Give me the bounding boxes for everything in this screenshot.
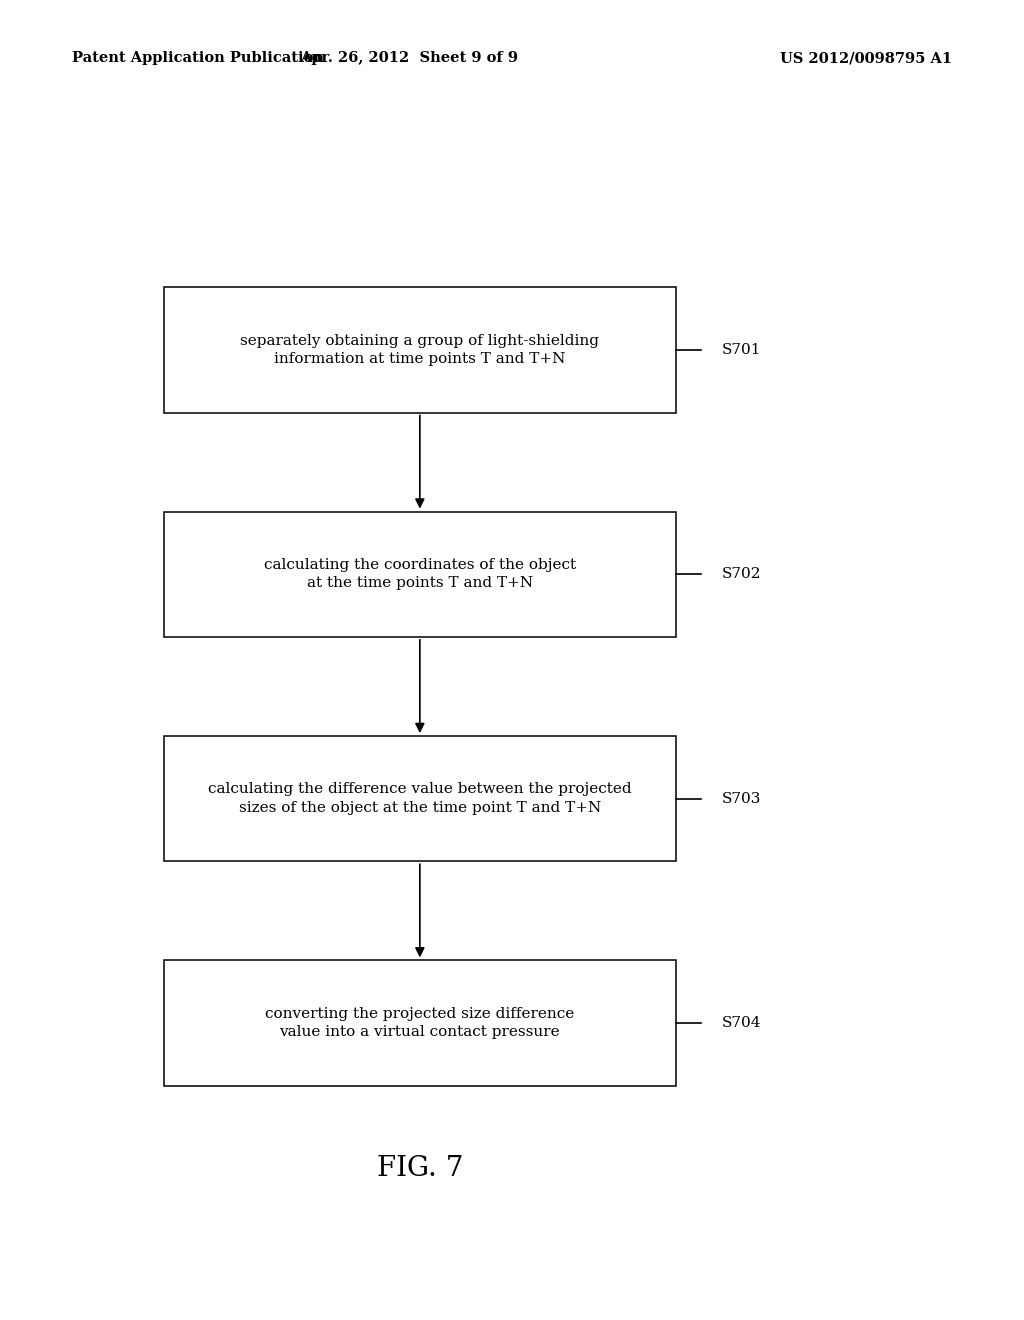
Text: separately obtaining a group of light-shielding
information at time points T and: separately obtaining a group of light-sh… bbox=[241, 334, 599, 366]
Text: calculating the difference value between the projected
sizes of the object at th: calculating the difference value between… bbox=[208, 783, 632, 814]
Text: Patent Application Publication: Patent Application Publication bbox=[72, 51, 324, 65]
Text: calculating the coordinates of the object
at the time points T and T+N: calculating the coordinates of the objec… bbox=[264, 558, 575, 590]
Bar bbox=[164, 288, 676, 412]
Text: converting the projected size difference
value into a virtual contact pressure: converting the projected size difference… bbox=[265, 1007, 574, 1039]
Text: FIG. 7: FIG. 7 bbox=[377, 1155, 463, 1181]
Text: S701: S701 bbox=[722, 343, 762, 356]
Bar bbox=[164, 512, 676, 638]
Text: S704: S704 bbox=[722, 1016, 762, 1030]
Text: S703: S703 bbox=[722, 792, 761, 805]
Bar bbox=[164, 961, 676, 1085]
Bar bbox=[164, 737, 676, 861]
Text: Apr. 26, 2012  Sheet 9 of 9: Apr. 26, 2012 Sheet 9 of 9 bbox=[301, 51, 518, 65]
Text: S702: S702 bbox=[722, 568, 762, 581]
Text: US 2012/0098795 A1: US 2012/0098795 A1 bbox=[780, 51, 952, 65]
